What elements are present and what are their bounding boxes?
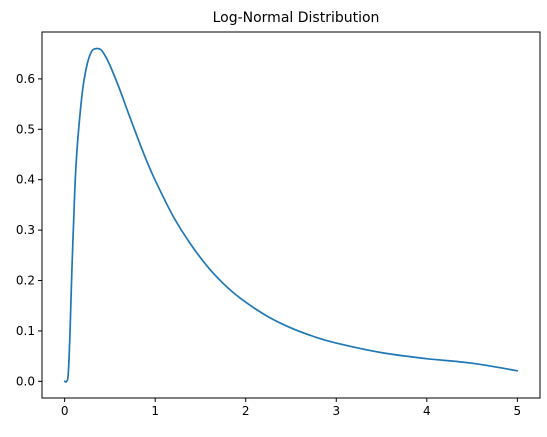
chart-title: Log-Normal Distribution (213, 10, 380, 26)
y-tick-label: 0.0 (16, 374, 35, 388)
y-tick-label: 0.6 (16, 72, 35, 86)
y-tick-label: 0.2 (16, 274, 35, 288)
series-line-0 (63, 47, 519, 383)
y-tick-label: 0.1 (16, 324, 35, 338)
x-tick-label: 1 (151, 404, 159, 418)
y-tick-label: 0.4 (16, 173, 35, 187)
x-tick-label: 5 (514, 404, 522, 418)
plot-frame (41, 31, 541, 399)
x-tick-label: 3 (332, 404, 340, 418)
x-tick-label: 2 (242, 404, 250, 418)
x-axis: 0 1 2 3 4 5 (61, 398, 521, 418)
y-tick-label: 0.3 (16, 223, 35, 237)
y-axis: 0.0 0.1 0.2 0.3 0.4 0.5 0.6 (16, 72, 42, 388)
x-tick-label: 4 (423, 404, 431, 418)
y-tick-label: 0.5 (16, 122, 35, 136)
x-tick-label: 0 (61, 404, 69, 418)
plot-area (63, 47, 519, 383)
